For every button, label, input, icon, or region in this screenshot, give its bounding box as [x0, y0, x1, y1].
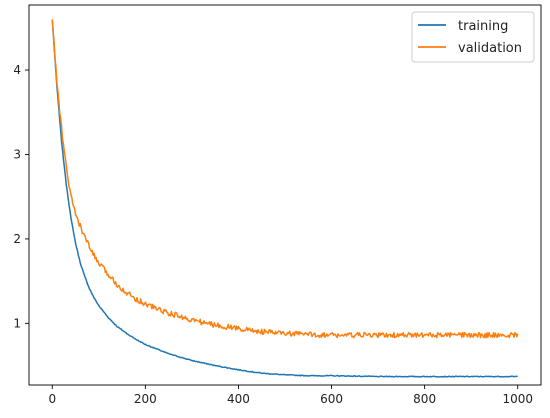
series-layer — [51, 19, 519, 378]
plot-area — [29, 5, 541, 385]
y-tick-label: 2 — [13, 232, 21, 246]
x-tick-label: 200 — [134, 392, 157, 406]
x-tick-label: 800 — [413, 392, 436, 406]
legend: training validation — [411, 11, 535, 63]
series-line-validation — [51, 19, 519, 339]
y-tick-label: 4 — [13, 63, 21, 77]
series-line-training — [51, 19, 518, 378]
x-tick-label: 400 — [227, 392, 250, 406]
legend-label-validation: validation — [458, 41, 522, 56]
x-tick-label: 600 — [320, 392, 343, 406]
plot-frame — [28, 4, 542, 386]
legend-label-training: training — [458, 19, 508, 34]
y-axis: 1 2 3 4 — [13, 63, 29, 330]
y-tick-label: 3 — [13, 147, 21, 161]
y-tick-label: 1 — [13, 316, 21, 330]
x-tick-label: 0 — [48, 392, 56, 406]
x-axis: 0 200 400 600 800 1000 — [48, 385, 533, 406]
x-tick-label: 1000 — [502, 392, 533, 406]
